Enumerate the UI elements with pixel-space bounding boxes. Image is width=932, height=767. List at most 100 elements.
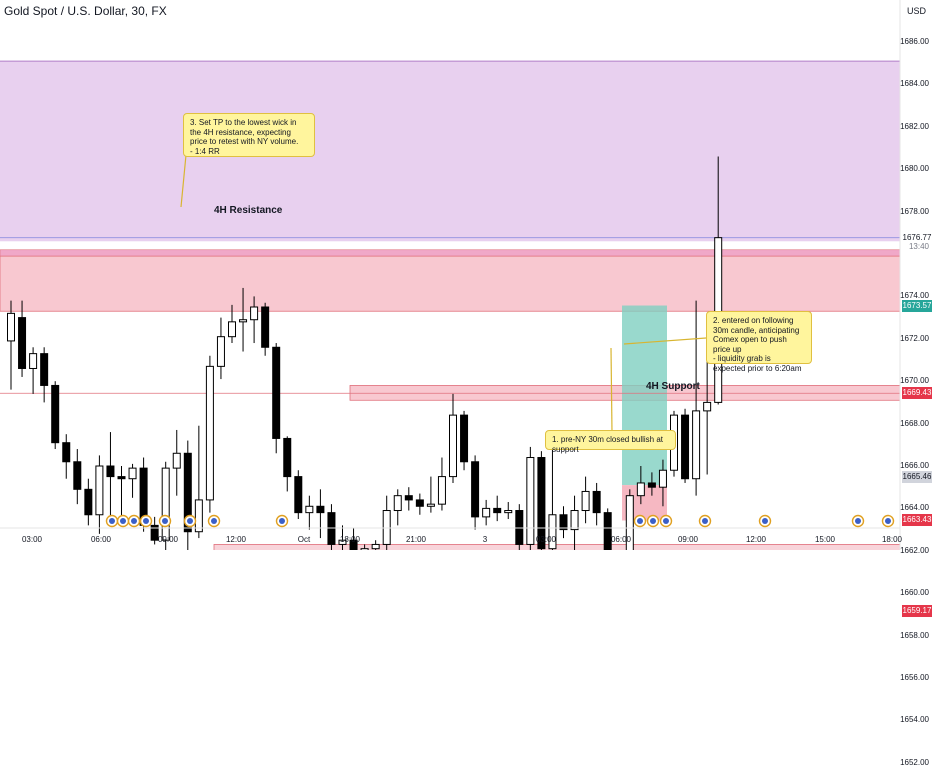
candle-body (681, 414, 690, 480)
candle-body (349, 539, 358, 550)
candle-body (647, 482, 656, 488)
price-tick-label: 1672.00 (900, 333, 929, 343)
time-tick-label: 18:00 (881, 535, 903, 544)
candle-body (239, 319, 248, 323)
candle-body (250, 306, 259, 321)
event-flag-icon (275, 514, 289, 528)
candle-body (404, 495, 413, 501)
price-tick-label: 1674.00 (900, 291, 929, 301)
price-tick-label: 1652.00 (900, 757, 929, 767)
price-tick-label: 1660.00 (900, 588, 929, 598)
candle-body (228, 321, 236, 338)
candle-body (29, 353, 38, 369)
price-tag: 1669.43 (902, 387, 932, 400)
candle-body (471, 461, 480, 518)
event-flag-icon (139, 514, 153, 528)
price-tick-label: 1682.00 (900, 121, 929, 131)
candlestick-chart[interactable] (0, 0, 932, 550)
pointer-entry (623, 337, 707, 345)
time-tick-label: 03:00 (535, 535, 557, 544)
candle-body (150, 524, 159, 541)
price-tag: 1663.43 (902, 514, 932, 527)
candle-body (426, 503, 435, 507)
time-tick-label: 06:00 (610, 535, 632, 544)
price-tag: 1665.46 (902, 471, 932, 484)
candle-body (205, 365, 214, 501)
price-tag: 1673.57 (902, 299, 932, 312)
candle-body (493, 507, 502, 514)
take-profit-box (622, 305, 667, 486)
event-flag-icon (633, 514, 647, 528)
time-tick-label: Oct (297, 535, 311, 544)
event-flag-icon (758, 514, 772, 528)
currency-label[interactable]: USD (906, 6, 926, 16)
event-icons-layer (105, 514, 895, 528)
candle-body (393, 495, 402, 512)
time-tick-label: 12:00 (225, 535, 247, 544)
note-entry[interactable]: 2. entered on following 30m candle, anti… (706, 311, 812, 373)
candle-body (636, 482, 645, 497)
candle-body (95, 465, 104, 516)
candle-body (194, 499, 203, 533)
candle-body (592, 490, 601, 514)
candle-body (18, 317, 27, 369)
zones-layer (0, 60, 901, 550)
time-tick-label: 21:00 (405, 535, 427, 544)
candle-body (415, 499, 424, 507)
candle-body (305, 505, 314, 514)
price-tick-label: 1664.00 (900, 503, 929, 513)
time-tick-label: 06:00 (90, 535, 112, 544)
candle-body (117, 476, 126, 480)
candle-body (537, 457, 546, 550)
pointer-tp (180, 154, 187, 208)
candle-body (161, 467, 170, 541)
candle-body (128, 467, 137, 480)
time-tick-label: 18:00 (339, 535, 361, 544)
candle-body (526, 457, 535, 545)
candle-body (437, 476, 446, 505)
price-tick-label: 1686.00 (900, 37, 929, 46)
candle-body (261, 306, 270, 348)
price-tick-label: 1680.00 (900, 164, 929, 174)
candle-body (581, 490, 590, 512)
candle-body (84, 488, 93, 516)
levels-layer (0, 392, 900, 394)
candle-body (216, 336, 225, 367)
price-tick-label: 1668.00 (900, 418, 929, 428)
event-flag-icon (646, 514, 660, 528)
candle-body (73, 461, 82, 490)
time-tick-label: 15:00 (814, 535, 836, 544)
candle-body (327, 512, 336, 545)
candle-body (360, 548, 369, 550)
symbol-title[interactable]: Gold Spot / U.S. Dollar, 30, FX (4, 4, 167, 18)
price-tick-label: 1666.00 (900, 461, 929, 470)
upper-resistance-band (0, 61, 900, 242)
time-tick-label: 03:00 (21, 535, 43, 544)
candle-body (658, 469, 667, 488)
candle-body (449, 414, 457, 478)
candle-body (504, 510, 513, 514)
event-flag-icon (158, 514, 172, 528)
time-tick-label: 12:00 (745, 535, 767, 544)
event-flag-icon (881, 514, 895, 528)
candle-body (460, 414, 469, 463)
note-take-profit[interactable]: 3. Set TP to the lowest wick in the 4H r… (183, 113, 315, 157)
candle-body (625, 495, 634, 550)
candle-body (703, 401, 712, 412)
candle-body (482, 507, 491, 518)
event-flag-icon (851, 514, 865, 528)
time-tick-label: 09:00 (157, 535, 179, 544)
price-tag: 1676.77 (902, 232, 932, 242)
note-pre-ny[interactable]: 1. pre-NY 30m closed bullish at support (545, 430, 676, 454)
candle-body (106, 465, 115, 478)
price-tick-label: 1670.00 (900, 376, 929, 386)
candle-body (172, 452, 181, 469)
candle-body (51, 384, 60, 444)
support-zone (213, 544, 901, 550)
price-tag: 1659.17 (902, 604, 932, 617)
candle-body (294, 476, 303, 514)
candle-body (316, 505, 325, 514)
time-tick-label: 09:00 (677, 535, 699, 544)
price-tick-label: 1658.00 (900, 630, 929, 640)
pointer-preny (610, 347, 613, 433)
